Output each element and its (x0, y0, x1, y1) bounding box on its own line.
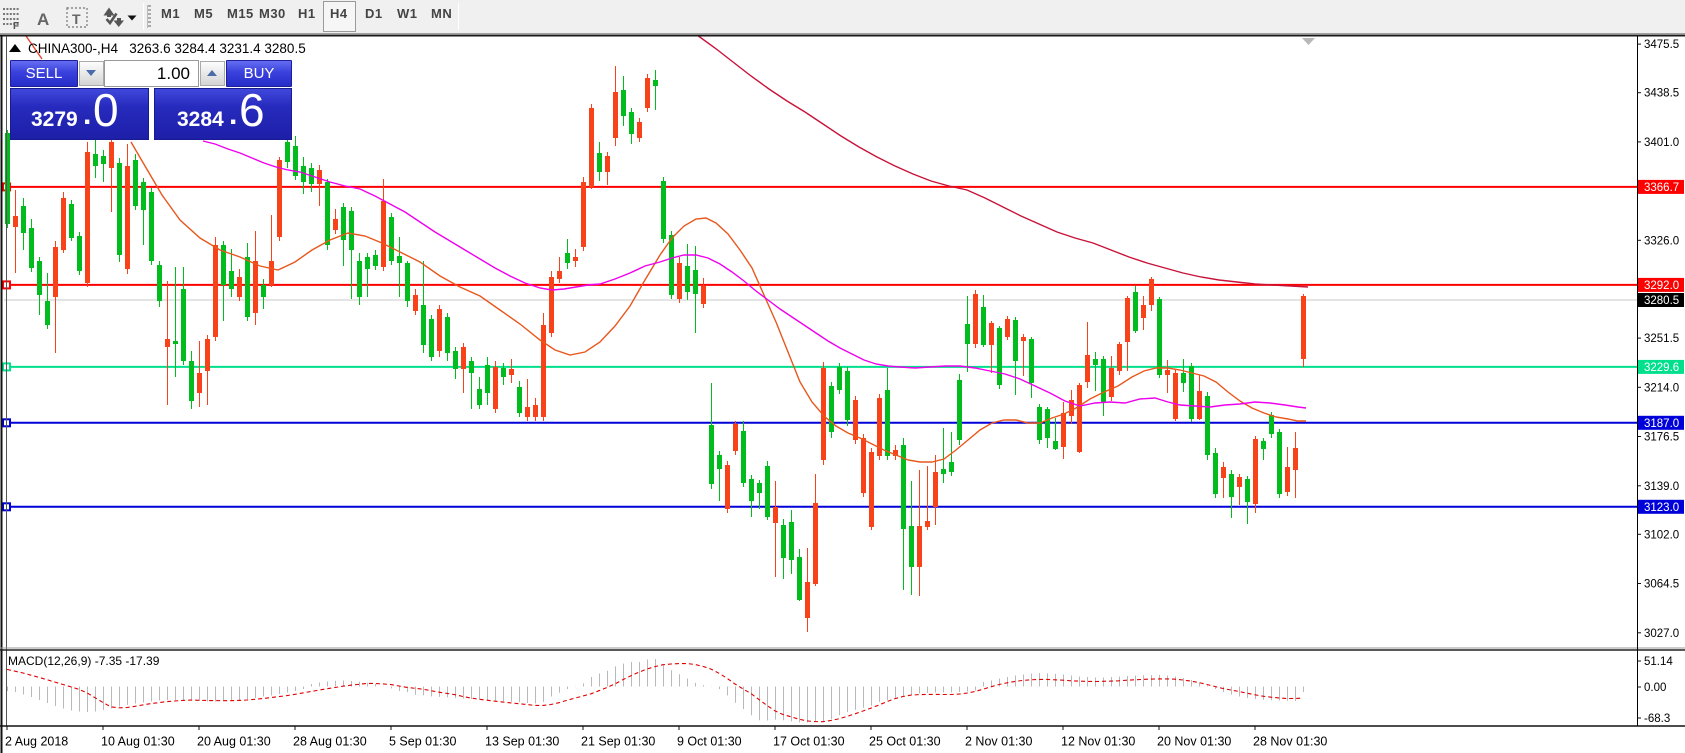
svg-text:3176.5: 3176.5 (1644, 432, 1679, 444)
svg-text:T: T (72, 11, 81, 27)
svg-text:3102.0: 3102.0 (1644, 529, 1679, 541)
svg-text:5 Sep 01:30: 5 Sep 01:30 (389, 735, 456, 749)
svg-text:3401.0: 3401.0 (1644, 137, 1679, 149)
svg-text:12 Nov 01:30: 12 Nov 01:30 (1061, 735, 1135, 749)
svg-text:CHINA300-,H4 3263.6 3284.4 3: CHINA300-,H4 3263.6 3284.4 3231.4 3280.5 (28, 41, 306, 56)
svg-text:3064.5: 3064.5 (1644, 579, 1679, 591)
svg-text:3366.7: 3366.7 (1644, 182, 1679, 194)
svg-text:3123.0: 3123.0 (1644, 502, 1679, 514)
svg-text:0.00: 0.00 (1644, 682, 1666, 694)
svg-text:-68.3: -68.3 (1644, 713, 1670, 725)
svg-text:9 Oct 01:30: 9 Oct 01:30 (677, 735, 742, 749)
svg-text:20 Aug 01:30: 20 Aug 01:30 (197, 735, 271, 749)
svg-text:28 Nov 01:30: 28 Nov 01:30 (1253, 735, 1327, 749)
svg-text:28 Aug 01:30: 28 Aug 01:30 (293, 735, 367, 749)
svg-text:3214.0: 3214.0 (1644, 382, 1679, 394)
svg-text:3438.5: 3438.5 (1644, 88, 1679, 100)
svg-text:3027.0: 3027.0 (1644, 628, 1679, 640)
svg-text:3251.5: 3251.5 (1644, 333, 1679, 345)
svg-text:2 Nov 01:30: 2 Nov 01:30 (965, 735, 1032, 749)
svg-text:3139.0: 3139.0 (1644, 481, 1679, 493)
svg-text:20 Nov 01:30: 20 Nov 01:30 (1157, 735, 1231, 749)
svg-text:MACD(12,26,9) -7.35 -17.39: MACD(12,26,9) -7.35 -17.39 (8, 654, 160, 668)
svg-text:3475.5: 3475.5 (1644, 39, 1679, 51)
svg-text:51.14: 51.14 (1644, 656, 1673, 668)
svg-text:2 Aug 2018: 2 Aug 2018 (5, 735, 68, 749)
svg-text:3229.6: 3229.6 (1644, 362, 1679, 374)
svg-text:17 Oct 01:30: 17 Oct 01:30 (773, 735, 845, 749)
svg-text:13 Sep 01:30: 13 Sep 01:30 (485, 735, 559, 749)
svg-text:25 Oct 01:30: 25 Oct 01:30 (869, 735, 941, 749)
svg-text:F: F (13, 21, 19, 32)
svg-text:3326.0: 3326.0 (1644, 235, 1679, 247)
svg-text:3187.0: 3187.0 (1644, 418, 1679, 430)
svg-text:21 Sep 01:30: 21 Sep 01:30 (581, 735, 655, 749)
svg-text:3292.0: 3292.0 (1644, 280, 1679, 292)
svg-text:3280.5: 3280.5 (1644, 295, 1679, 307)
svg-text:A: A (37, 10, 49, 29)
svg-text:10 Aug 01:30: 10 Aug 01:30 (101, 735, 175, 749)
